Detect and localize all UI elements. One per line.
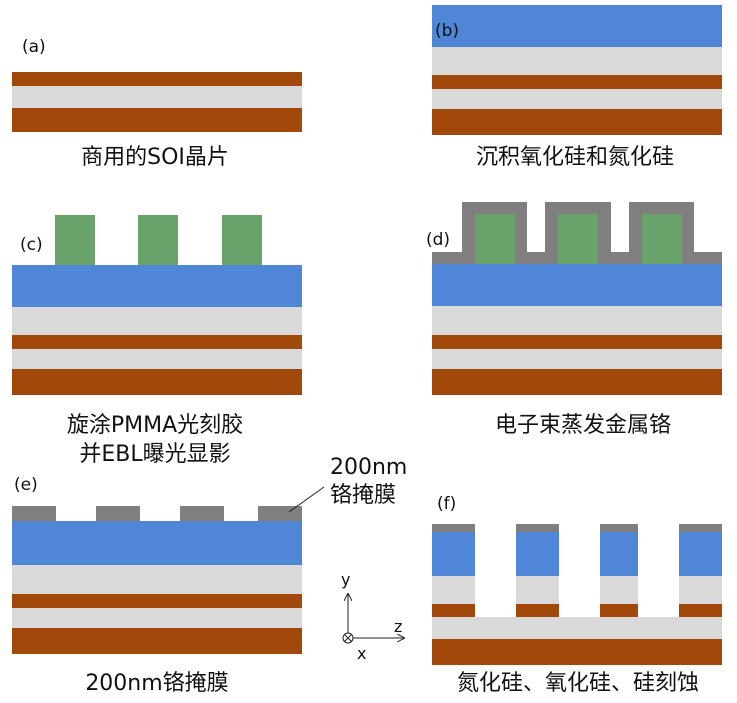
panel-b: (b) 沉积氧化硅和氮化硅 bbox=[432, 5, 722, 170]
resist-block bbox=[558, 214, 598, 264]
oxide-pillar bbox=[600, 576, 638, 604]
chromium-mask-block bbox=[258, 506, 302, 521]
panel-a-stack bbox=[12, 72, 302, 132]
nitride-pillar bbox=[600, 532, 638, 576]
resist-block bbox=[55, 215, 95, 265]
panel-c-label: (c) bbox=[20, 235, 43, 255]
chromium-mask-block bbox=[432, 524, 475, 532]
oxide-pillar bbox=[432, 576, 475, 604]
oxide-pillar bbox=[679, 576, 722, 604]
panel-a-label: (a) bbox=[22, 37, 46, 57]
resist-block bbox=[642, 214, 682, 264]
chromium-mask-block bbox=[516, 524, 559, 532]
panel-f-label: (f) bbox=[437, 494, 456, 514]
nitride-pillar bbox=[432, 532, 475, 576]
buried-oxide-layer bbox=[432, 617, 722, 639]
resist-block bbox=[475, 214, 515, 264]
panel-f-caption: 氮化硅、氧化硅、硅刻蚀 bbox=[457, 671, 699, 696]
oxide-layer bbox=[432, 306, 722, 335]
chromium-mask-block bbox=[679, 524, 722, 532]
z-axis-label: z bbox=[394, 617, 402, 636]
oxide-layer bbox=[12, 86, 302, 108]
panel-d-caption: 电子束蒸发金属铬 bbox=[495, 413, 671, 438]
chromium-mask-block bbox=[12, 506, 56, 521]
silicon-substrate bbox=[12, 628, 302, 654]
nitride-layer bbox=[432, 264, 722, 306]
chromium-mask-block bbox=[180, 506, 224, 521]
panel-e-label: (e) bbox=[14, 475, 38, 495]
silicon-pillar bbox=[432, 604, 475, 617]
chromium-mask-block bbox=[600, 524, 638, 532]
x-axis-cross bbox=[344, 634, 352, 642]
panel-b-label: (b) bbox=[435, 21, 459, 41]
panel-c-caption-line1: 旋涂PMMA光刻胶 bbox=[67, 413, 243, 438]
nitride-layer bbox=[12, 265, 302, 307]
buried-oxide-layer bbox=[432, 349, 722, 369]
resist-block bbox=[222, 215, 262, 265]
coordinate-axes: y z x bbox=[341, 570, 404, 663]
oxide-layer bbox=[12, 565, 302, 594]
buried-oxide-layer bbox=[12, 349, 302, 369]
nitride-layer bbox=[432, 5, 722, 47]
nitride-layer bbox=[12, 521, 302, 565]
silicon-substrate bbox=[432, 369, 722, 395]
panel-e: (e) 200nm 铬掩膜 200nm铬掩膜 bbox=[12, 455, 407, 696]
annotation-line1: 200nm bbox=[330, 455, 407, 480]
buried-oxide-layer bbox=[12, 608, 302, 628]
panel-c: (c) 旋涂PMMA光刻胶 并EBL曝光显影 bbox=[12, 215, 302, 467]
silicon-layer bbox=[432, 335, 722, 349]
silicon-layer bbox=[12, 72, 302, 86]
panel-d: (d) 电子束蒸发金属铬 bbox=[426, 202, 722, 438]
buried-oxide-layer bbox=[432, 89, 722, 109]
oxide-layer bbox=[12, 307, 302, 335]
panel-a: (a) 商用的SOI晶片 bbox=[12, 37, 302, 170]
silicon-layer bbox=[12, 594, 302, 608]
silicon-pillar bbox=[679, 604, 722, 617]
panel-f: (f) 氮化硅、氧化硅、硅刻蚀 bbox=[432, 494, 722, 696]
resist-block bbox=[138, 215, 178, 265]
nitride-pillar bbox=[679, 532, 722, 576]
y-axis-label: y bbox=[341, 570, 350, 589]
panel-c-caption-line2: 并EBL曝光显影 bbox=[79, 442, 230, 467]
annotation-leader-line bbox=[288, 486, 325, 513]
silicon-substrate bbox=[12, 108, 302, 132]
oxide-pillar bbox=[516, 576, 559, 604]
x-axis-label: x bbox=[357, 644, 366, 663]
panel-a-caption: 商用的SOI晶片 bbox=[81, 145, 229, 170]
nitride-pillar bbox=[516, 532, 559, 576]
panel-d-label: (d) bbox=[426, 230, 450, 250]
panel-e-caption: 200nm铬掩膜 bbox=[85, 671, 228, 696]
chromium-mask-block bbox=[96, 506, 140, 521]
silicon-substrate bbox=[432, 109, 722, 135]
silicon-layer bbox=[12, 335, 302, 349]
silicon-substrate bbox=[432, 639, 722, 665]
oxide-layer bbox=[432, 47, 722, 75]
panel-b-caption: 沉积氧化硅和氮化硅 bbox=[476, 145, 674, 170]
silicon-pillar bbox=[516, 604, 559, 617]
silicon-pillar bbox=[600, 604, 638, 617]
silicon-layer bbox=[432, 75, 722, 89]
silicon-substrate bbox=[12, 369, 302, 395]
annotation-line2: 铬掩膜 bbox=[330, 483, 396, 508]
